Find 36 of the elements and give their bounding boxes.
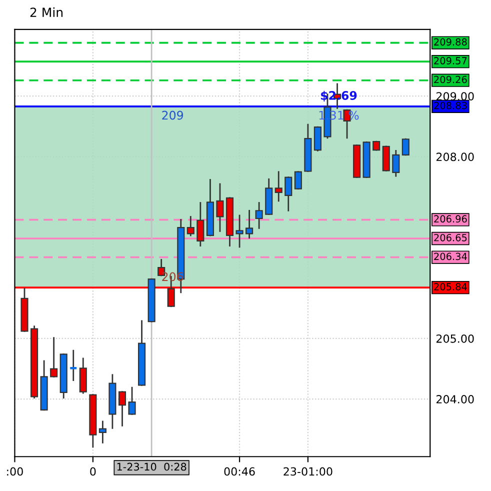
candlestick [284, 176, 292, 212]
x-tick-label: 23-01:00 [284, 467, 332, 476]
candlestick [402, 138, 410, 156]
candlestick [392, 150, 400, 177]
ref-line-label: 206.34 [434, 252, 467, 260]
candlestick [50, 337, 58, 378]
ref-line-label: 206.65 [434, 234, 467, 242]
x-tick-label: 0 [90, 467, 96, 476]
ref-line-label: 205.84 [434, 283, 467, 290]
candlestick [196, 202, 204, 246]
x-tick-label: 00:46 [224, 467, 255, 476]
candlestick [128, 386, 136, 415]
candlestick [216, 183, 224, 232]
candlestick [98, 420, 106, 444]
ref-line-label: 209.26 [434, 76, 467, 84]
y-tick-label: 204.00 [436, 395, 474, 404]
ref-line-label: 1-23-10 0:28 [117, 462, 186, 471]
candlestick [255, 202, 263, 229]
y-tick-label: 208.00 [436, 152, 474, 162]
ref-line-label: 209.57 [434, 57, 467, 64]
ref-line-label: 208.83 [434, 102, 467, 110]
annotation: 209 [162, 110, 184, 120]
x-tick-label: :00 [7, 467, 23, 476]
candlestick [236, 214, 244, 248]
candlestick [79, 358, 87, 394]
ref-line-label: 209.88 [434, 38, 467, 46]
candlestick [274, 171, 282, 202]
candlestick [246, 210, 254, 239]
ref-line-label: 206.96 [434, 215, 467, 223]
candlestick [69, 350, 78, 381]
candlestick [186, 216, 194, 236]
y-tick-label: 205.00 [436, 334, 474, 343]
candlestick [118, 391, 126, 426]
candlestick [314, 126, 322, 152]
candlestick [294, 171, 302, 190]
chart-title: 2 Min [30, 7, 63, 17]
